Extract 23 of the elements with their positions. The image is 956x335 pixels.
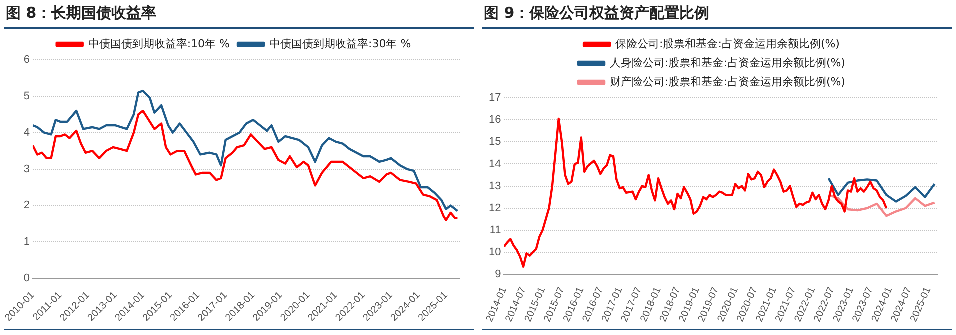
chart-title: 图 9：保险公司权益资产配置比例: [482, 0, 952, 29]
y-tick-label: 13: [488, 180, 502, 192]
legend-label: 人身险公司:股票和基金:占资金运用余额比例(%): [610, 56, 846, 70]
y-tick-label: 14: [488, 158, 502, 170]
y-tick-label: 6: [24, 54, 30, 66]
y-tick-label: 17: [488, 92, 502, 104]
y-tick-label: 1: [24, 236, 30, 248]
chart-title: 图 8：长期国债收益率: [4, 0, 474, 29]
legend-label: 中债国债到期收益率:10年 %: [88, 37, 230, 50]
y-tick-label: 11: [490, 224, 502, 236]
legend-label: 保险公司:股票和基金:占资金运用余额比例(%): [616, 37, 840, 50]
y-tick-label: 4: [24, 126, 30, 139]
y-tick-label: 0: [24, 272, 30, 285]
y-tick-label: 2: [24, 200, 30, 212]
legend-label: 财产险公司:股票和基金:占资金运用余额比例(%): [610, 75, 846, 88]
y-tick-label: 5: [24, 90, 30, 102]
y-tick-label: 10: [488, 246, 502, 259]
y-tick-label: 9: [495, 268, 502, 281]
y-tick-label: 15: [488, 136, 502, 148]
legend-label: 中债国债到期收益率:30年 %: [270, 37, 412, 50]
y-tick-label: 12: [488, 202, 502, 214]
y-tick-label: 3: [24, 163, 30, 176]
y-tick-label: 16: [488, 114, 502, 126]
